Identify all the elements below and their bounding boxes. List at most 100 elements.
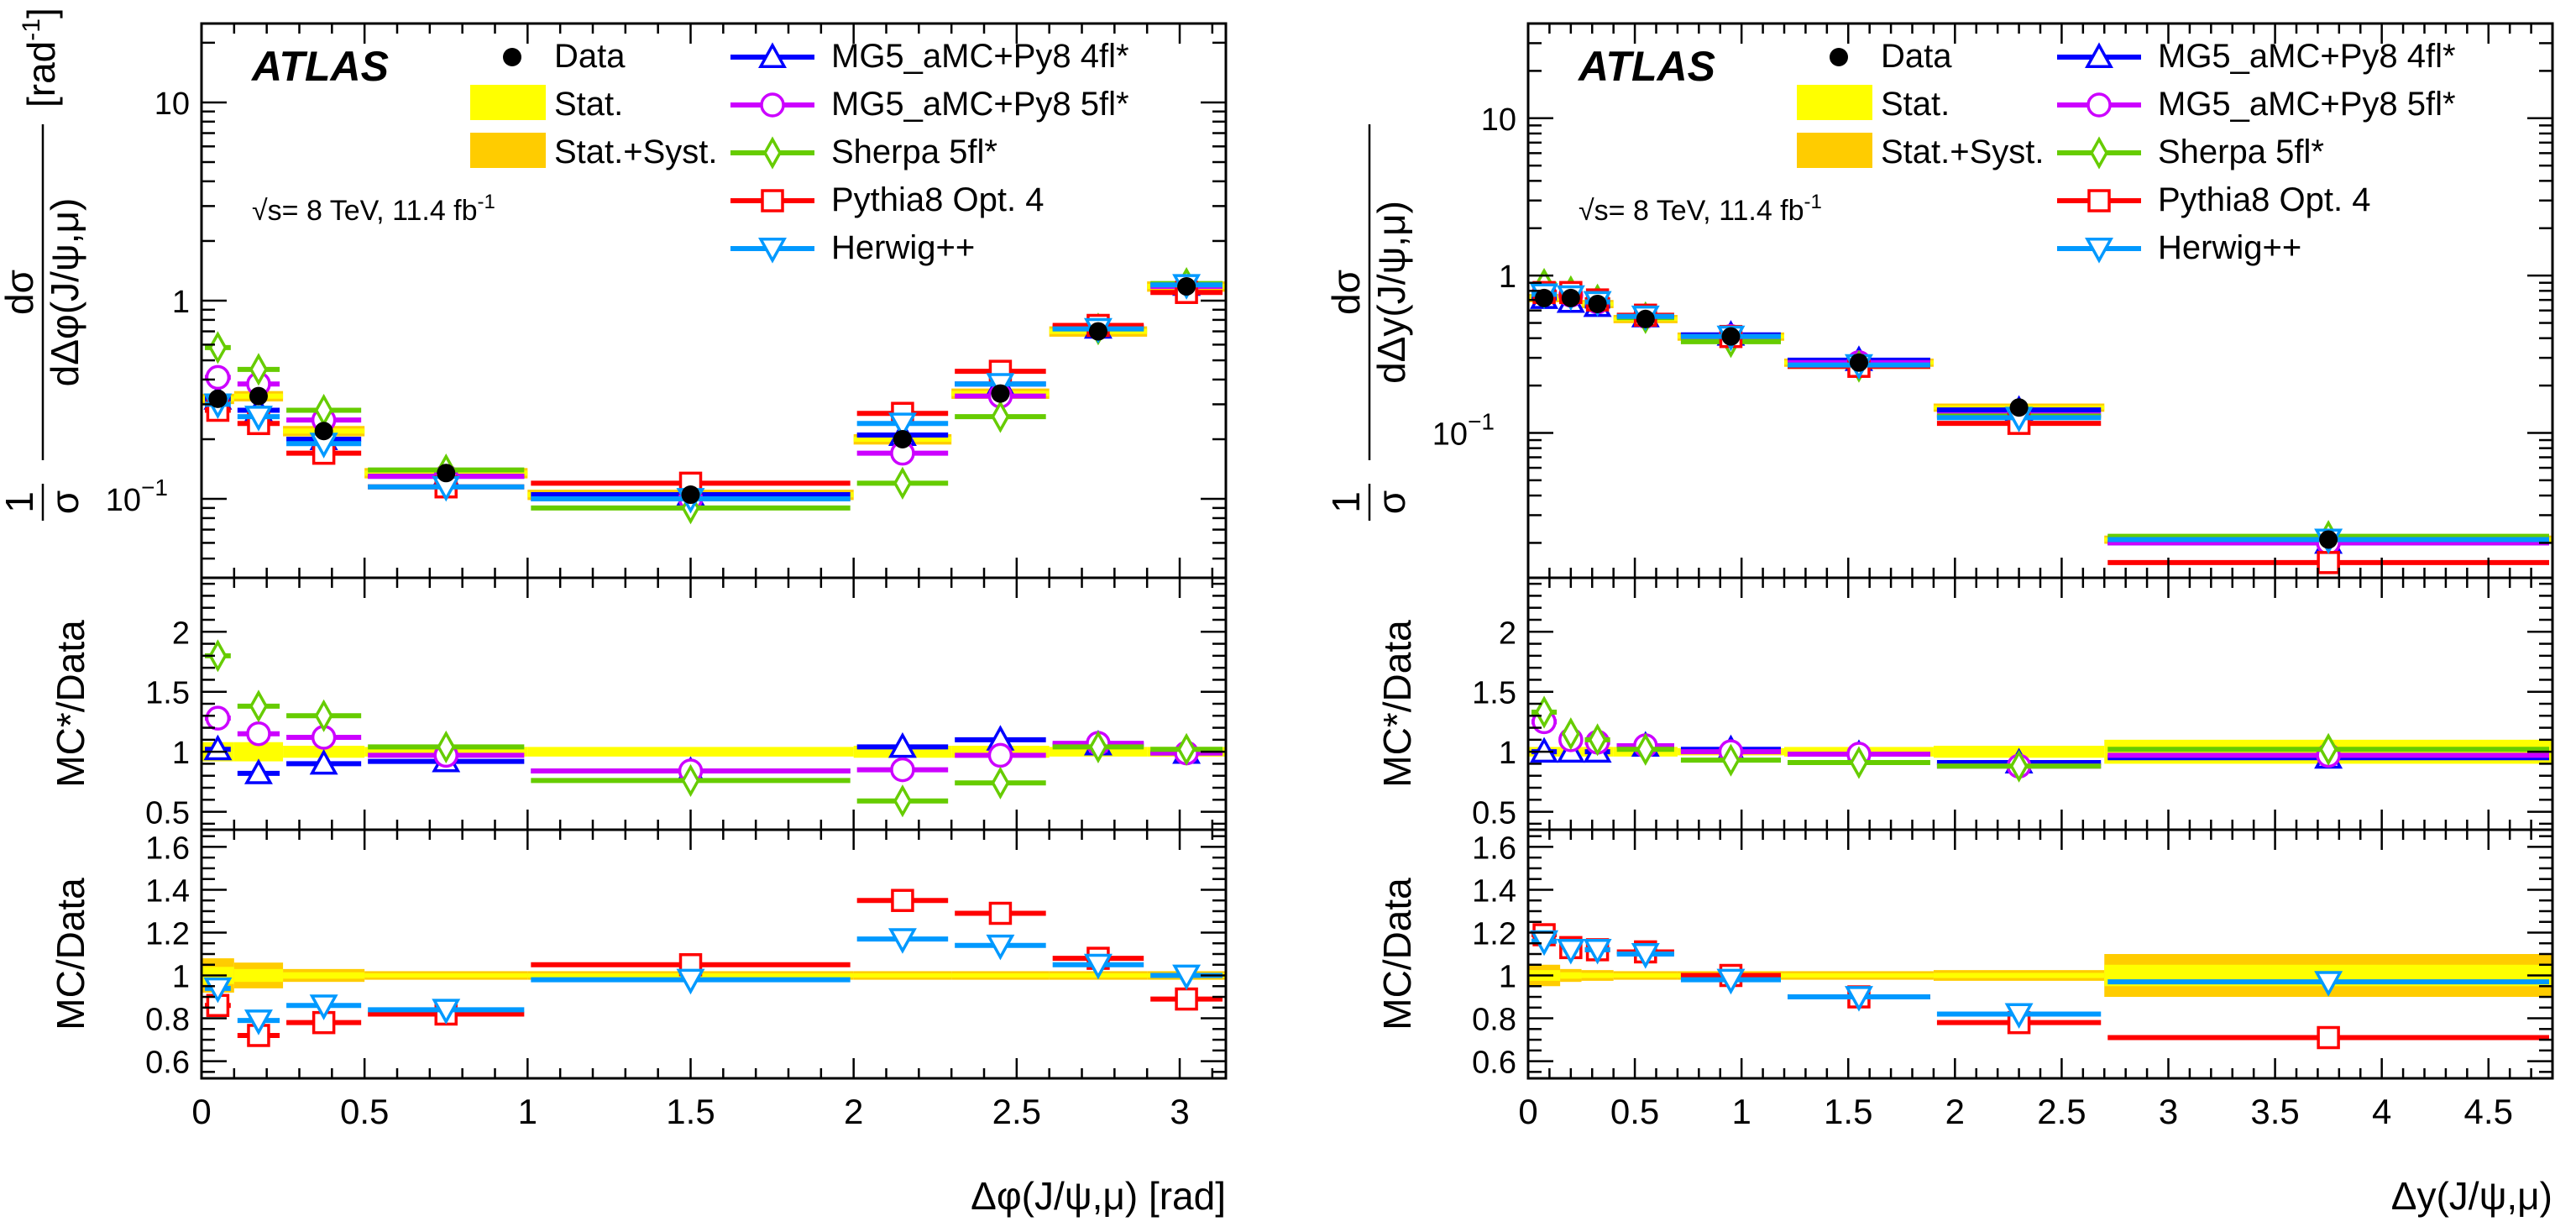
y-tick-label: 1.5 xyxy=(1472,676,1516,711)
energy-lumi-exp: -1 xyxy=(478,191,495,213)
sherpa-marker xyxy=(2319,732,2338,766)
mg4-marker xyxy=(243,758,273,784)
herwig-marker xyxy=(1556,938,1585,965)
sherpa-marker xyxy=(1636,732,1655,766)
herwig-marker xyxy=(432,999,461,1025)
stat-band xyxy=(1933,972,2105,978)
legend-pythia-marker xyxy=(2087,189,2111,212)
y-tick-label: 10−1 xyxy=(106,474,168,518)
dy-xlabel: Δy(J/ψ,μ) xyxy=(2391,1174,2552,1218)
sherpa-marker xyxy=(1535,695,1554,729)
herwig-marker xyxy=(1583,938,1612,965)
x-tick-label: 0 xyxy=(1518,1092,1537,1131)
data-point xyxy=(1721,327,1741,346)
y-tick-label: 1 xyxy=(1499,736,1516,771)
ylabel-dsigma: dσ xyxy=(0,270,41,315)
y-tick-label: 2 xyxy=(172,616,190,651)
x-tick-label: 2 xyxy=(844,1092,863,1131)
y-tick-label: 1 xyxy=(172,960,190,995)
x-tick-label: 1.5 xyxy=(1824,1092,1872,1131)
dy-bot-ylabel: MC/Data xyxy=(1375,878,1419,1030)
pythia-marker xyxy=(988,901,1013,925)
dphi-bot-plot-area xyxy=(202,889,1226,1047)
y-tick-label: 1.6 xyxy=(145,831,190,866)
stat-band xyxy=(1784,972,1934,978)
legend-mg4-label: MG5_aMC+Py8 4fl* xyxy=(831,38,1129,75)
x-tick-label: 2.5 xyxy=(992,1092,1041,1131)
mg4-marker xyxy=(203,734,233,761)
legend-sherpa-label: Sherpa 5fl* xyxy=(2158,134,2324,170)
dy-legend: Data Stat. Stat.+Syst. MG5_aMC+Py8 4fl* MG5_… xyxy=(1797,38,2456,266)
legend-mg5-marker xyxy=(760,92,785,118)
dy-mid-frame xyxy=(1526,576,2554,831)
energy-label: √s= 8 TeV, 11.4 fb-1 xyxy=(252,191,495,227)
y-tick-exponent: −1 xyxy=(141,474,168,501)
ylabel-unit-exp: -1 xyxy=(18,18,45,41)
energy-sqrt-s: √s xyxy=(1579,195,1609,227)
ylabel-dsigma: dσ xyxy=(1324,270,1368,315)
mg5-marker xyxy=(246,721,271,747)
sherpa-marker xyxy=(991,766,1010,799)
data-point xyxy=(1177,277,1196,296)
dphi-chart: 10−11100.511.52MC*/Data0.60.811.21.41.6M… xyxy=(0,8,1228,1218)
dy-top-ylabel: 1 σ dσ dΔy(J/ψ,μ) xyxy=(1324,124,1413,521)
legend-mg5-label: MG5_aMC+Py8 5fl* xyxy=(831,86,1129,123)
x-tick-label: 3 xyxy=(2159,1092,2178,1131)
sherpa-marker xyxy=(249,689,268,723)
herwig-marker xyxy=(887,928,917,954)
data-point xyxy=(991,384,1010,403)
legend-data-marker xyxy=(503,48,521,66)
ylabel-one: 1 xyxy=(1324,491,1368,513)
legend-stat-label: Stat. xyxy=(1881,86,1950,123)
x-tick-label: 0.5 xyxy=(1610,1092,1659,1131)
data-point xyxy=(681,485,700,505)
data-point xyxy=(249,386,268,406)
mg5-marker xyxy=(890,757,915,783)
legend-sherpa-label: Sherpa 5fl* xyxy=(831,134,997,170)
data-point xyxy=(314,422,333,441)
stat-band xyxy=(283,972,365,979)
stat-band xyxy=(1613,972,1678,978)
energy-label: √s= 8 TeV, 11.4 fb-1 xyxy=(1579,191,1822,227)
pythia-marker xyxy=(2317,1025,2340,1050)
legend-statsyst-label: Stat.+Syst. xyxy=(1881,134,2045,170)
sherpa-marker xyxy=(991,400,1010,433)
herwig-marker xyxy=(243,406,273,432)
data-point xyxy=(1561,288,1580,307)
dphi-bot-frame xyxy=(200,828,1228,1080)
atlas-label: ATLAS xyxy=(250,43,389,90)
y-tick-label: 2 xyxy=(1499,616,1516,651)
legend-pythia-label: Pythia8 Opt. 4 xyxy=(2158,181,2370,218)
energy-value: = 8 TeV, 11.4 fb xyxy=(282,195,478,227)
legend-mg5-label: MG5_aMC+Py8 5fl* xyxy=(2158,86,2456,123)
legend-herwig-label: Herwig++ xyxy=(2158,229,2301,266)
y-tick-label: 10 xyxy=(154,87,190,122)
y-tick-label: 0.8 xyxy=(145,1003,190,1038)
energy-sqrt-s: √s xyxy=(252,195,282,227)
legend-sherpa-marker xyxy=(762,136,783,170)
x-tick-label: 3 xyxy=(1170,1092,1189,1131)
sherpa-marker xyxy=(208,331,228,364)
data-point xyxy=(1588,294,1607,313)
stat-band xyxy=(1560,972,1582,979)
y-tick-label: 1.2 xyxy=(1472,916,1516,952)
x-tick-label: 2.5 xyxy=(2037,1092,2086,1131)
dy-mid-plot-area xyxy=(1528,695,2552,783)
pythia-marker xyxy=(2317,551,2340,574)
x-tick-label: 1.5 xyxy=(666,1092,715,1131)
sherpa-marker xyxy=(249,353,268,386)
legend-statsyst-swatch xyxy=(470,133,546,168)
herwig-marker xyxy=(986,934,1015,961)
y-tick-label: 0.5 xyxy=(145,796,190,831)
y-tick-label: 1.5 xyxy=(145,676,190,711)
y-tick-label: 0.6 xyxy=(1472,1046,1516,1081)
y-tick-label: 0.5 xyxy=(1472,796,1516,831)
data-point xyxy=(2009,398,2029,417)
legend-stat-swatch xyxy=(1797,85,1872,120)
sherpa-marker xyxy=(1849,746,1868,779)
sherpa-marker xyxy=(1561,717,1580,751)
herwig-marker xyxy=(1172,964,1202,991)
ylabel-sigma: σ xyxy=(43,490,86,514)
herwig-marker xyxy=(676,968,705,995)
sherpa-marker xyxy=(208,639,228,673)
